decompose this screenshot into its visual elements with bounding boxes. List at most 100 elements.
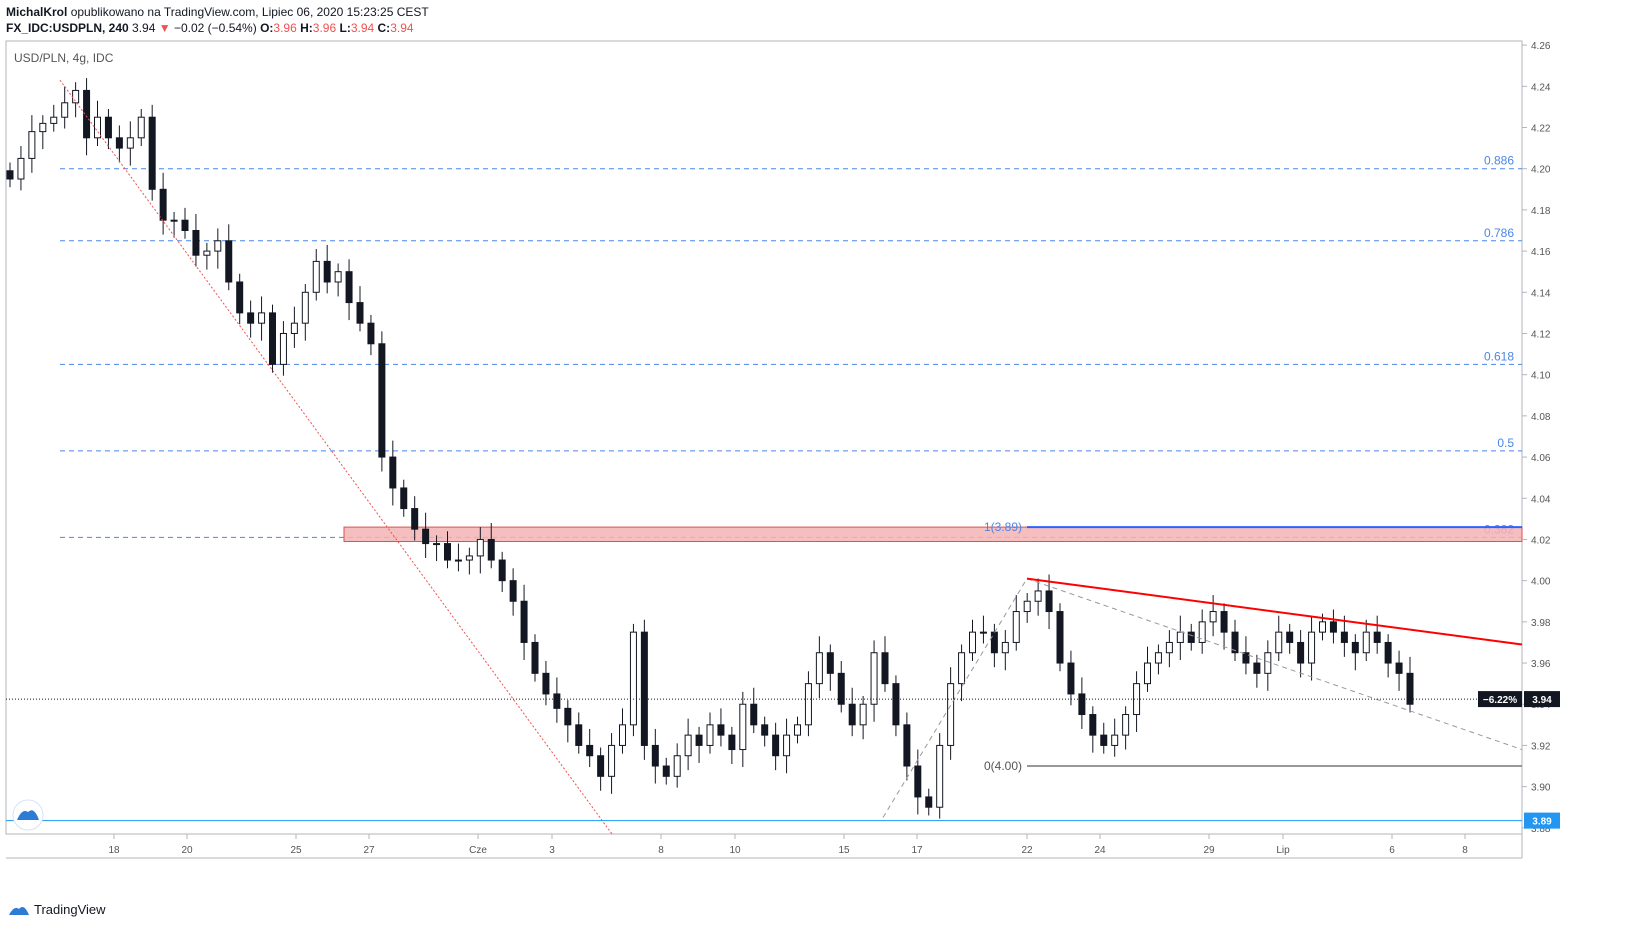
candle-body <box>870 652 878 705</box>
candle <box>936 733 944 819</box>
candle <box>509 568 517 616</box>
x-tick-label: Lip <box>1276 845 1290 856</box>
candle-body <box>629 631 637 726</box>
footer: TradingView <box>8 902 106 917</box>
candle <box>958 644 966 702</box>
candle <box>94 100 101 147</box>
candle-body <box>214 240 222 252</box>
candle <box>1034 578 1042 616</box>
candle-body <box>487 538 495 561</box>
low-badge-label: 3.89 <box>1532 817 1552 828</box>
tradingview-logo-icon[interactable] <box>8 903 30 917</box>
candle <box>564 700 572 743</box>
price-axis[interactable]: 4.26 4.24 4.22 4.20 4.18 4.16 4.14 4.12 4.10 4.08… <box>1478 41 1560 835</box>
candle-body <box>1351 641 1359 654</box>
candle-body <box>94 116 101 139</box>
candle-body <box>104 116 112 139</box>
x-tick-label: Cze <box>469 845 487 856</box>
author-name[interactable]: MichalKrol <box>6 5 68 19</box>
y-tick-label: 4.00 <box>1531 577 1551 588</box>
candle <box>236 273 244 325</box>
candle <box>1297 630 1305 678</box>
y-tick-label: 4.04 <box>1531 494 1551 505</box>
candle <box>1351 634 1359 671</box>
candle-body <box>1340 631 1348 643</box>
candle <box>1111 718 1119 757</box>
candle-body <box>619 724 626 746</box>
candle-body <box>925 796 933 808</box>
publish-info: opublikowano na TradingView.com, Lipiec … <box>70 5 429 19</box>
open-label: O: <box>260 21 274 35</box>
candle <box>750 687 758 734</box>
candle-body <box>1187 631 1195 643</box>
candle-body <box>1165 641 1173 654</box>
candle <box>684 718 692 771</box>
candle-body <box>61 102 69 118</box>
candle <box>1329 609 1337 644</box>
candle <box>1406 656 1414 713</box>
x-tick-label: 20 <box>181 845 193 856</box>
candle-body <box>28 131 36 159</box>
y-tick-label: 4.20 <box>1531 165 1551 176</box>
candle-body <box>1045 590 1053 613</box>
candle <box>1231 619 1239 661</box>
candle-body <box>542 672 550 695</box>
candle-body <box>772 734 780 757</box>
candle <box>476 527 484 574</box>
candle <box>739 691 747 768</box>
candle <box>542 660 550 706</box>
candle-body <box>301 291 309 324</box>
candle-body <box>936 744 944 808</box>
candle <box>1275 615 1283 661</box>
candle-body <box>345 271 353 304</box>
candle <box>1209 595 1217 637</box>
y-tick-label: 4.10 <box>1531 371 1551 382</box>
x-tick-label: 22 <box>1021 845 1033 856</box>
drawings[interactable]: 1(3.89) 0(4.00) <box>6 79 1523 835</box>
candle-body <box>892 683 900 726</box>
candle-body <box>1209 611 1217 623</box>
candle <box>1056 603 1064 672</box>
candle <box>783 718 791 774</box>
candle <box>979 615 987 644</box>
close-value: 3.94 <box>390 21 414 35</box>
x-tick-label: 29 <box>1203 845 1215 856</box>
last-price: 3.94 <box>132 21 156 35</box>
time-axis[interactable]: 18 20 25 27 Cze 3 8 10 15 17 22 24 29 Lip 6 8 <box>108 834 1468 856</box>
candle <box>181 207 189 239</box>
fib-connector-line <box>882 578 1028 818</box>
candle <box>444 531 451 569</box>
candle-body <box>1089 714 1097 736</box>
candle-body <box>1319 621 1326 633</box>
candle <box>279 321 287 376</box>
candle-body <box>422 528 430 545</box>
candle <box>148 104 156 201</box>
candle <box>1133 671 1141 733</box>
price-badge <box>1524 691 1560 708</box>
candle-body <box>640 631 648 746</box>
candle <box>1362 619 1370 661</box>
candle <box>487 522 495 569</box>
candle-body <box>400 487 408 510</box>
candle-body <box>137 116 145 139</box>
resistance-zone-group[interactable] <box>343 526 1523 543</box>
y-tick-label: 3.90 <box>1531 783 1551 794</box>
candle <box>925 788 933 816</box>
y-tick-label: 3.98 <box>1531 618 1551 629</box>
candle-body <box>848 703 856 726</box>
candle <box>553 677 561 723</box>
candle <box>1384 634 1392 678</box>
chart-header: MichalKrol opublikowano na TradingView.c… <box>6 4 429 36</box>
candle <box>1078 677 1086 729</box>
candle-body <box>586 744 594 757</box>
candle <box>969 619 976 661</box>
price-badge-label: 3.94 <box>1532 695 1552 706</box>
x-tick-label: 18 <box>108 845 120 856</box>
x-tick-label: 17 <box>911 845 923 856</box>
candle <box>225 224 233 291</box>
tradingview-watermark-icon[interactable] <box>12 799 44 831</box>
footer-brand[interactable]: TradingView <box>34 902 106 917</box>
y-tick-label: 3.92 <box>1531 741 1551 752</box>
